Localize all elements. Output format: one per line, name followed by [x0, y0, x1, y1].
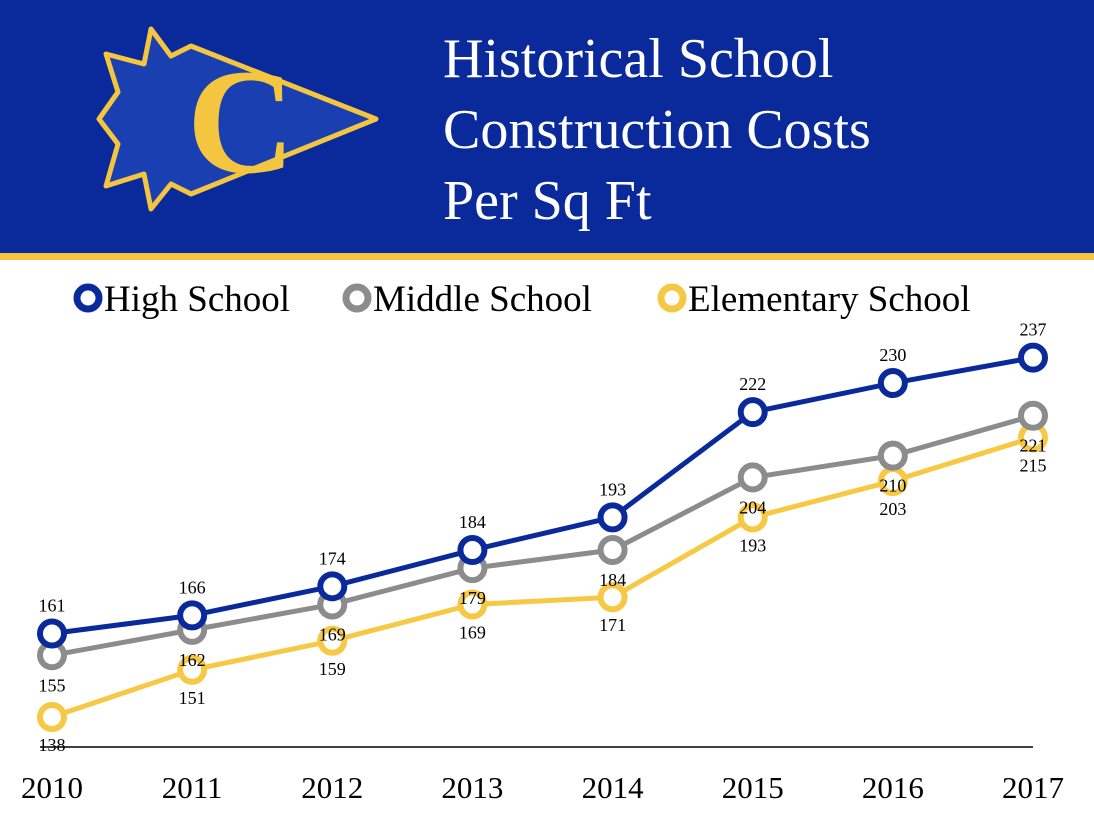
- data-label: 203: [879, 499, 906, 519]
- series-line: [51, 413, 1034, 658]
- data-point: [37, 702, 67, 732]
- data-label: 237: [1020, 320, 1047, 340]
- data-label: 221: [1020, 436, 1047, 456]
- series-line: [51, 435, 1034, 720]
- x-tick-label: 2011: [162, 770, 223, 805]
- legend-marker-icon: [657, 283, 687, 313]
- data-label: 204: [739, 497, 766, 517]
- legend-item: Elementary School: [657, 279, 971, 320]
- data-label: 171: [599, 615, 626, 635]
- data-label: 159: [319, 659, 346, 679]
- data-point: [1018, 342, 1048, 373]
- data-label: 169: [319, 624, 346, 644]
- data-label: 138: [39, 735, 66, 755]
- x-tick-label: 2010: [21, 770, 83, 805]
- data-label: 166: [179, 577, 206, 597]
- series-points: [37, 342, 1048, 732]
- data-point: [737, 462, 768, 493]
- title-line-2: Construction Costs: [443, 99, 871, 161]
- legend-label: Middle School: [373, 279, 592, 320]
- data-label: 162: [179, 650, 206, 670]
- legend-item: High School: [73, 279, 290, 320]
- data-point: [877, 368, 908, 399]
- legend-label: Elementary School: [688, 279, 971, 320]
- data-point: [37, 618, 67, 649]
- data-label: 222: [739, 374, 766, 394]
- legend-marker-icon: [342, 283, 372, 313]
- data-point: [877, 440, 908, 471]
- legend-item: Middle School: [342, 279, 592, 320]
- data-label: 151: [179, 688, 206, 708]
- data-label: 179: [459, 588, 486, 608]
- arrowhead-c-logo: C: [96, 26, 379, 212]
- x-tick-label: 2017: [1002, 770, 1064, 805]
- logo-letter: C: [187, 39, 295, 205]
- x-tick-label: 2012: [301, 770, 363, 805]
- page-title: Historical School Construction Costs Per…: [443, 24, 1063, 237]
- data-label: 193: [599, 479, 626, 499]
- data-label: 155: [39, 675, 66, 695]
- data-label: 210: [879, 476, 906, 496]
- data-labels: 161 166 174 184 193 222 230 237 155 162 169 179 184 2…: [39, 320, 1047, 755]
- data-label: 174: [319, 548, 346, 568]
- arrowhead-shape: [96, 26, 379, 212]
- data-point: [597, 582, 628, 613]
- data-point: [317, 625, 348, 656]
- data-point: [597, 502, 628, 533]
- data-point: [737, 502, 768, 533]
- series-line: [51, 355, 1034, 636]
- data-point: [1018, 400, 1048, 431]
- data-point: [597, 535, 628, 566]
- data-label: 193: [739, 535, 766, 555]
- data-label: 215: [1020, 455, 1047, 475]
- data-label: 161: [39, 596, 66, 616]
- legend-marker-icon: [73, 283, 103, 313]
- title-line-1: Historical School: [443, 28, 834, 90]
- x-tick-label: 2013: [441, 770, 503, 805]
- series-lines: [51, 355, 1034, 720]
- legend-label: High School: [104, 279, 290, 320]
- data-point: [737, 397, 768, 428]
- x-tick-label: 2014: [582, 770, 645, 805]
- data-label: 184: [599, 570, 626, 590]
- chart-legend: High School Middle School Elementary Schoo…: [73, 279, 971, 320]
- title-line-3: Per Sq Ft: [443, 170, 652, 232]
- x-axis-ticks: 2010 2011 2012 2013 2014 2015 2016 2017: [21, 770, 1064, 805]
- data-label: 230: [879, 345, 906, 365]
- data-point: [177, 654, 208, 685]
- x-tick-label: 2016: [862, 770, 924, 805]
- data-label: 184: [459, 512, 486, 532]
- data-label: 169: [459, 622, 486, 642]
- x-tick-label: 2015: [722, 770, 784, 805]
- data-point: [317, 571, 348, 602]
- data-point: [457, 589, 488, 620]
- data-point: [457, 535, 488, 566]
- header-gold-rule: [0, 253, 1094, 260]
- data-point: [177, 600, 208, 631]
